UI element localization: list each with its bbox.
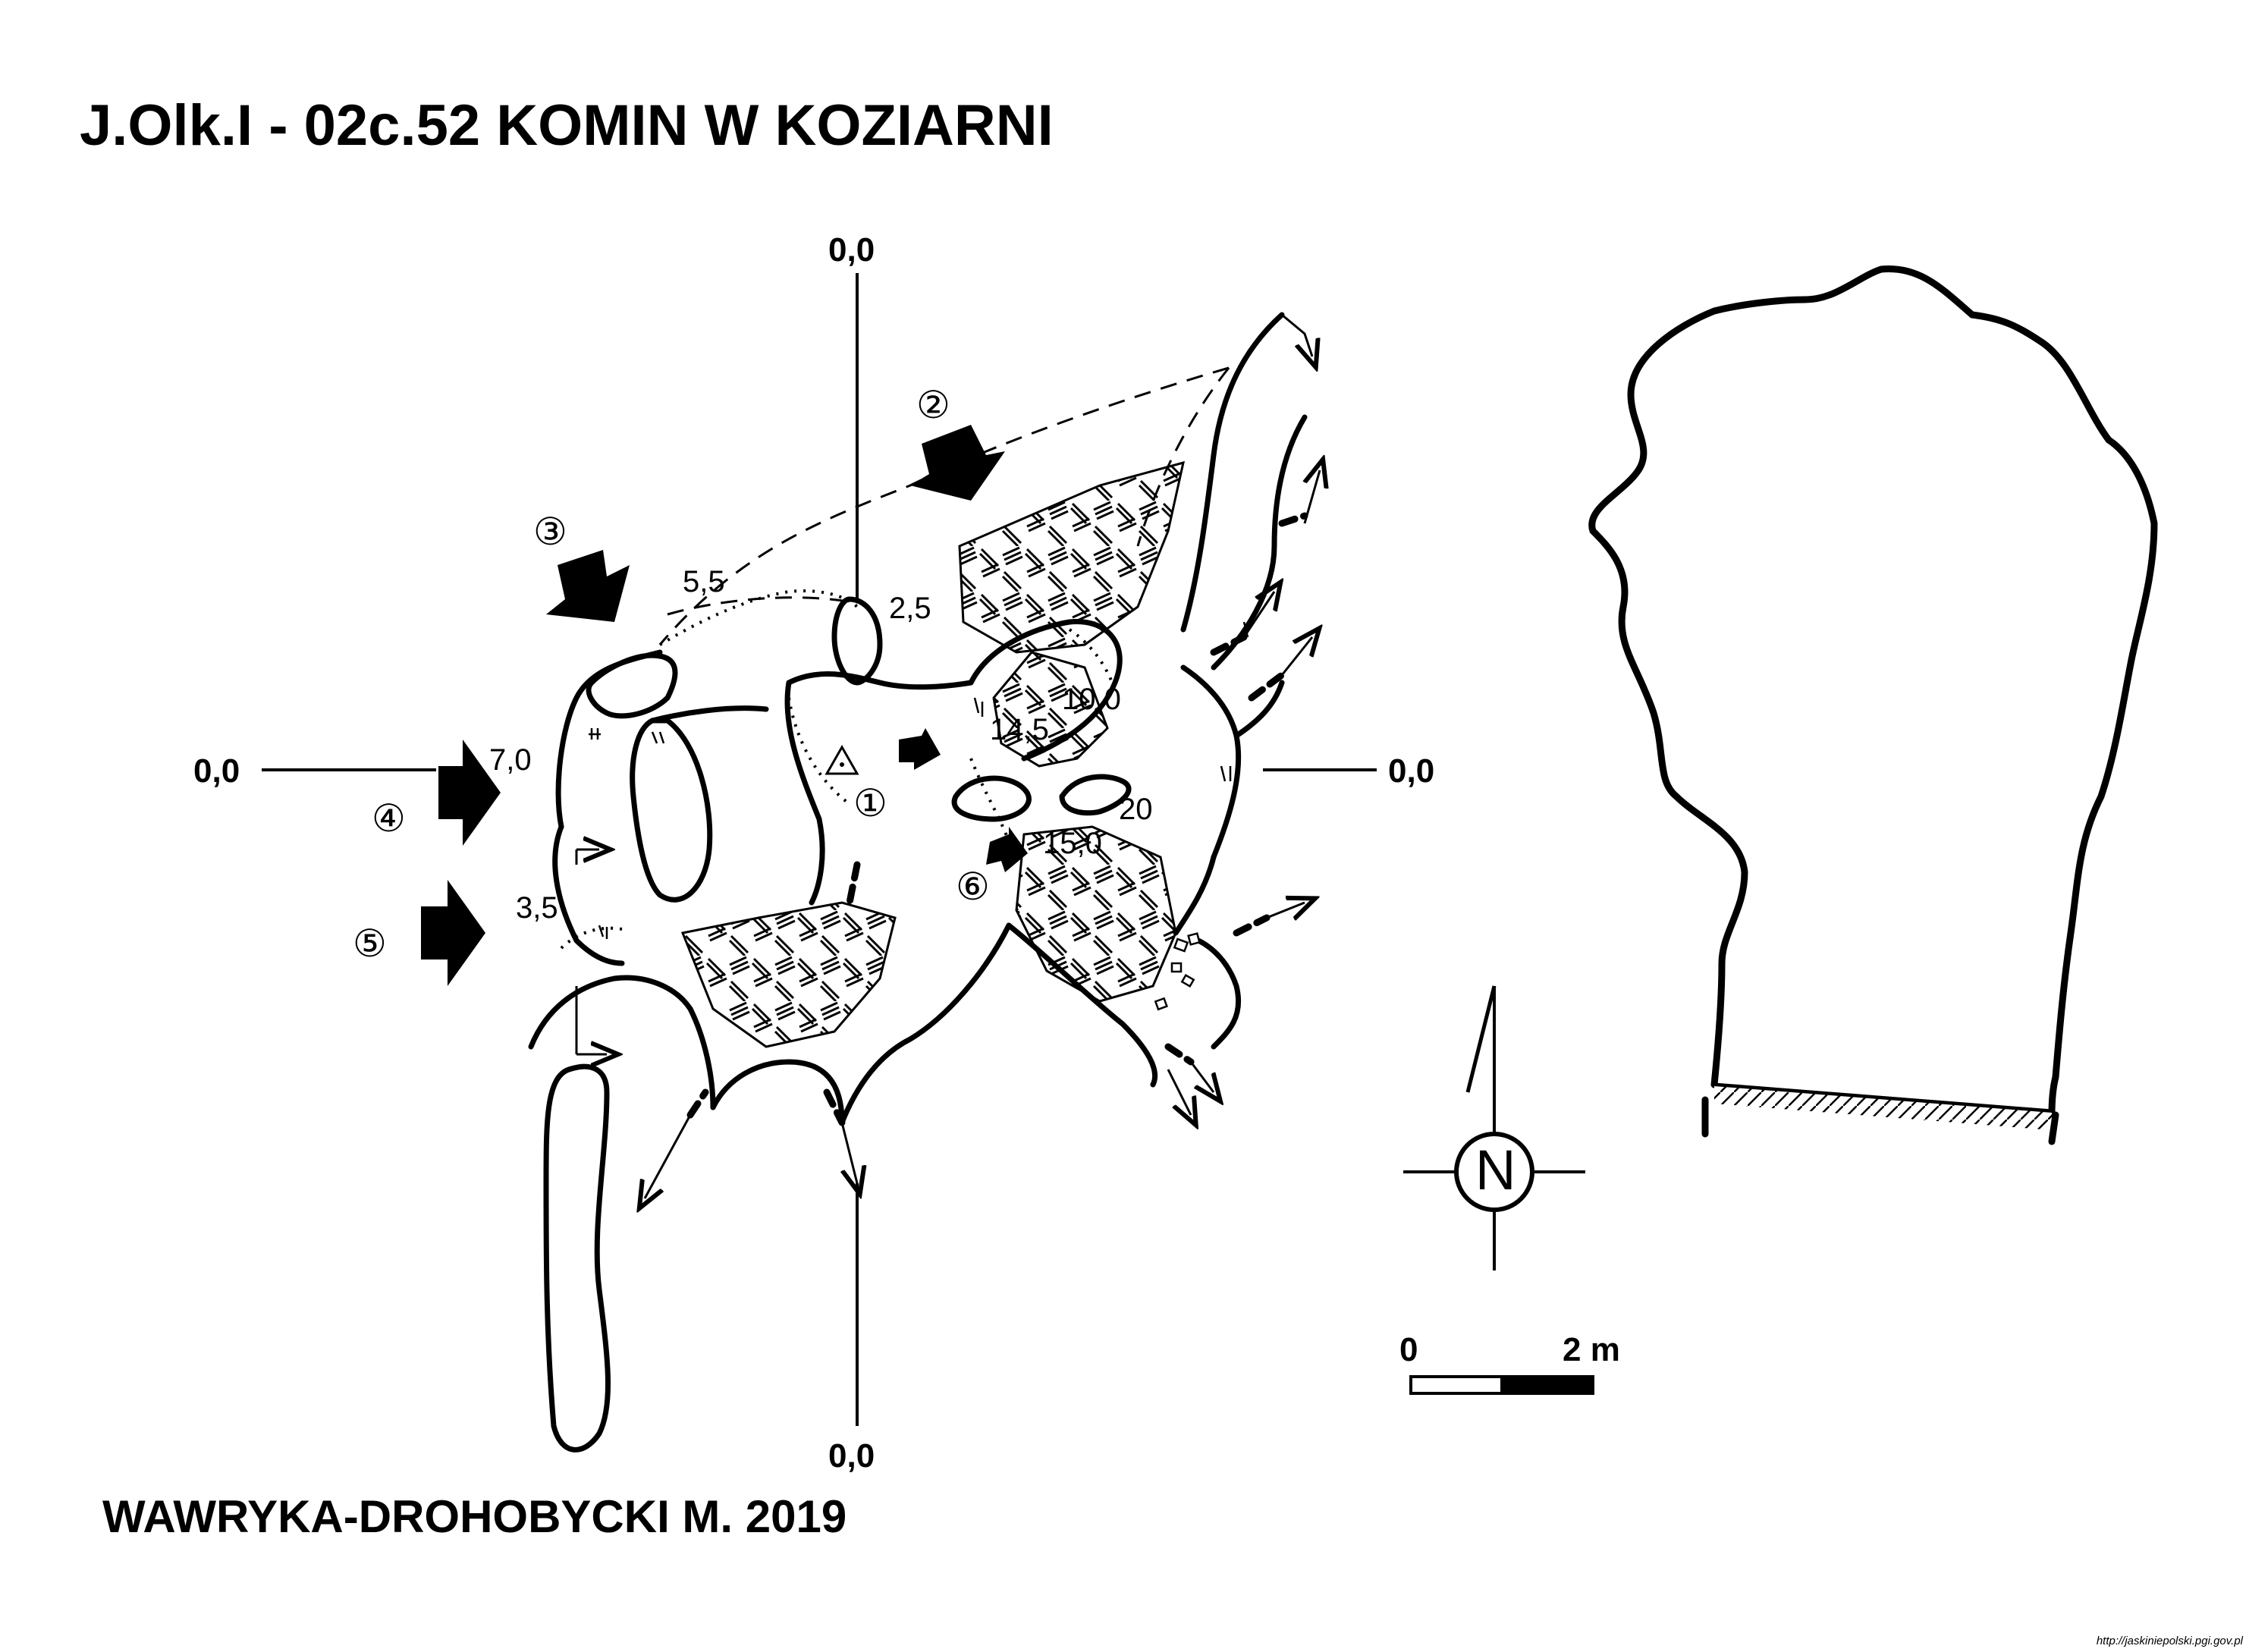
rubble-stones bbox=[1154, 932, 1201, 1011]
axis-label-bottom: 0,0 bbox=[828, 1437, 875, 1475]
profile-number-6: ⑥ bbox=[956, 865, 990, 908]
axis-lines bbox=[262, 273, 1377, 1426]
breakdown-lower-left bbox=[680, 901, 897, 1048]
depth-label: 14,5 bbox=[990, 713, 1049, 746]
north-arrow bbox=[1403, 985, 1585, 1270]
continuation-marks bbox=[686, 512, 1308, 1126]
map-title: J.Olk.I - 02c.52 KOMIN W KOZIARNI bbox=[80, 93, 1054, 158]
profile-arrow-4 bbox=[438, 740, 501, 846]
axis-label-left: 0,0 bbox=[193, 752, 240, 790]
source-url[interactable]: http://jaskiniepolski.pgi.gov.pl bbox=[2096, 1635, 2243, 1647]
axis-label-top: 0,0 bbox=[828, 231, 875, 269]
profile-arrow-1 bbox=[899, 728, 941, 770]
breakdown-middle bbox=[992, 651, 1109, 768]
profile-arrow-2 bbox=[910, 425, 1005, 501]
profile-number-3: ③ bbox=[533, 510, 567, 553]
scale-label-start: 0 bbox=[1399, 1331, 1418, 1368]
depth-label: 7,0 bbox=[489, 743, 532, 777]
continuation-arrows bbox=[576, 313, 1320, 1198]
profile-number-4: ④ bbox=[372, 797, 406, 840]
axis-label-right: 0,0 bbox=[1388, 752, 1435, 790]
profile-arrow-3 bbox=[546, 550, 630, 622]
profile-arrow-5 bbox=[421, 880, 485, 986]
profile-number-5: ⑤ bbox=[353, 922, 387, 965]
cave-walls bbox=[528, 312, 1308, 1453]
breakdown-lower-right bbox=[1015, 825, 1177, 1003]
scale-label-end: 2 m bbox=[1563, 1331, 1620, 1368]
sediment-marks bbox=[589, 621, 1249, 939]
depth-label: 20 bbox=[1119, 793, 1153, 826]
profile-number-1: ① bbox=[853, 782, 887, 824]
profile-arrows bbox=[421, 425, 1028, 986]
north-letter: N bbox=[1475, 1138, 1516, 1201]
drip-lines bbox=[560, 589, 1117, 950]
scale-bar bbox=[1409, 1375, 1594, 1395]
profile-number-2: ② bbox=[916, 384, 950, 426]
depth-label: 5,5 bbox=[683, 565, 725, 598]
depth-label: 2,5 bbox=[889, 592, 931, 625]
depth-label: 15,0 bbox=[1043, 827, 1102, 860]
depth-label: 10,0 bbox=[1062, 683, 1121, 716]
breakdown-areas bbox=[680, 460, 1186, 1048]
map-author: WAWRYKA-DROHOBYCKI M. 2019 bbox=[102, 1491, 847, 1542]
survey-station bbox=[825, 744, 859, 775]
breakdown-upper bbox=[958, 460, 1186, 654]
profile-arrow-6 bbox=[986, 827, 1028, 872]
cross-section bbox=[1588, 265, 2158, 1145]
depth-label: 3,5 bbox=[516, 891, 558, 925]
